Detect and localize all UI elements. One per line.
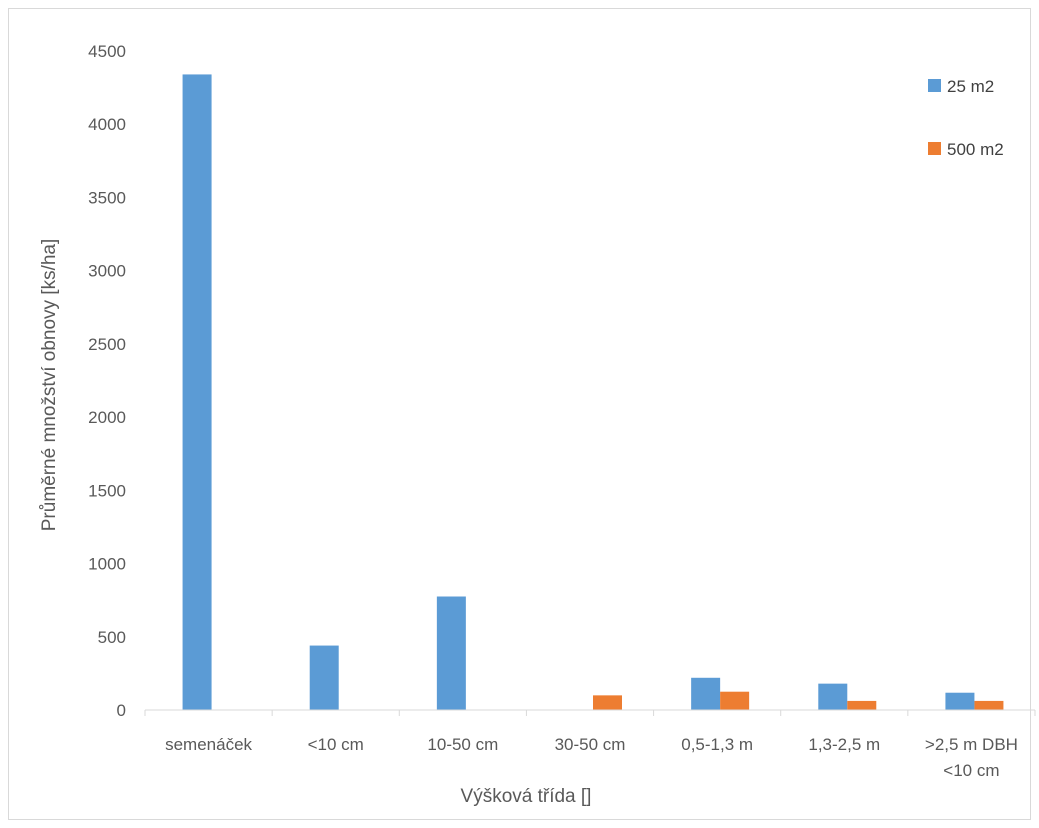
bar-series-1 <box>945 692 975 710</box>
bars <box>182 74 1004 711</box>
legend-swatch <box>928 79 941 92</box>
x-tick-label: 10-50 cm <box>427 735 498 754</box>
x-tick-label: 0,5-1,3 m <box>681 735 753 754</box>
y-tick-label: 3000 <box>88 262 126 281</box>
x-tick-label: <10 cm <box>308 735 364 754</box>
legend: 25 m2 500 m2 <box>928 77 1004 159</box>
bar-series-1 <box>691 677 721 710</box>
bar-series-2 <box>974 700 1004 710</box>
y-tick-label: 4000 <box>88 115 126 134</box>
x-axis-title: Výšková třída [] <box>461 786 592 807</box>
y-tick-label: 1500 <box>88 481 126 500</box>
x-axis-tick-marks <box>144 710 1036 716</box>
y-tick-label: 500 <box>98 628 126 647</box>
y-tick-label: 2000 <box>88 408 126 427</box>
y-tick-label: 2500 <box>88 335 126 354</box>
x-tick-label: semenáček <box>165 735 252 754</box>
y-tick-label: 3500 <box>88 188 126 207</box>
y-tick-label: 1000 <box>88 555 126 574</box>
bar-series-1 <box>818 683 848 710</box>
y-tick-label: 4500 <box>88 42 126 61</box>
legend-label: 25 m2 <box>947 77 994 96</box>
bar-series-2 <box>847 700 877 710</box>
bar-series-2 <box>720 691 750 710</box>
x-axis-labels: semenáček <10 cm 10-50 cm 30-50 cm 0,5-1,3 m… <box>165 735 1018 780</box>
x-tick-label: 1,3-2,5 m <box>808 735 880 754</box>
y-axis-title: Průměrné množství obnovy [ks/ha] <box>39 239 60 532</box>
bar-series-1 <box>436 596 466 710</box>
x-tick-label: >2,5 m DBH <10 cm <box>925 735 1018 780</box>
legend-swatch <box>928 142 941 155</box>
bar-series-1 <box>309 645 339 710</box>
legend-label: 500 m2 <box>947 140 1004 159</box>
x-tick-label: 30-50 cm <box>555 735 626 754</box>
bar-series-2 <box>593 695 622 710</box>
y-axis-ticks: 0 500 1000 1500 2000 2500 3000 3500 4000 4500 <box>88 42 126 720</box>
bar-series-1 <box>182 74 212 711</box>
chart-frame <box>8 8 1031 820</box>
y-tick-label: 0 <box>117 701 126 720</box>
